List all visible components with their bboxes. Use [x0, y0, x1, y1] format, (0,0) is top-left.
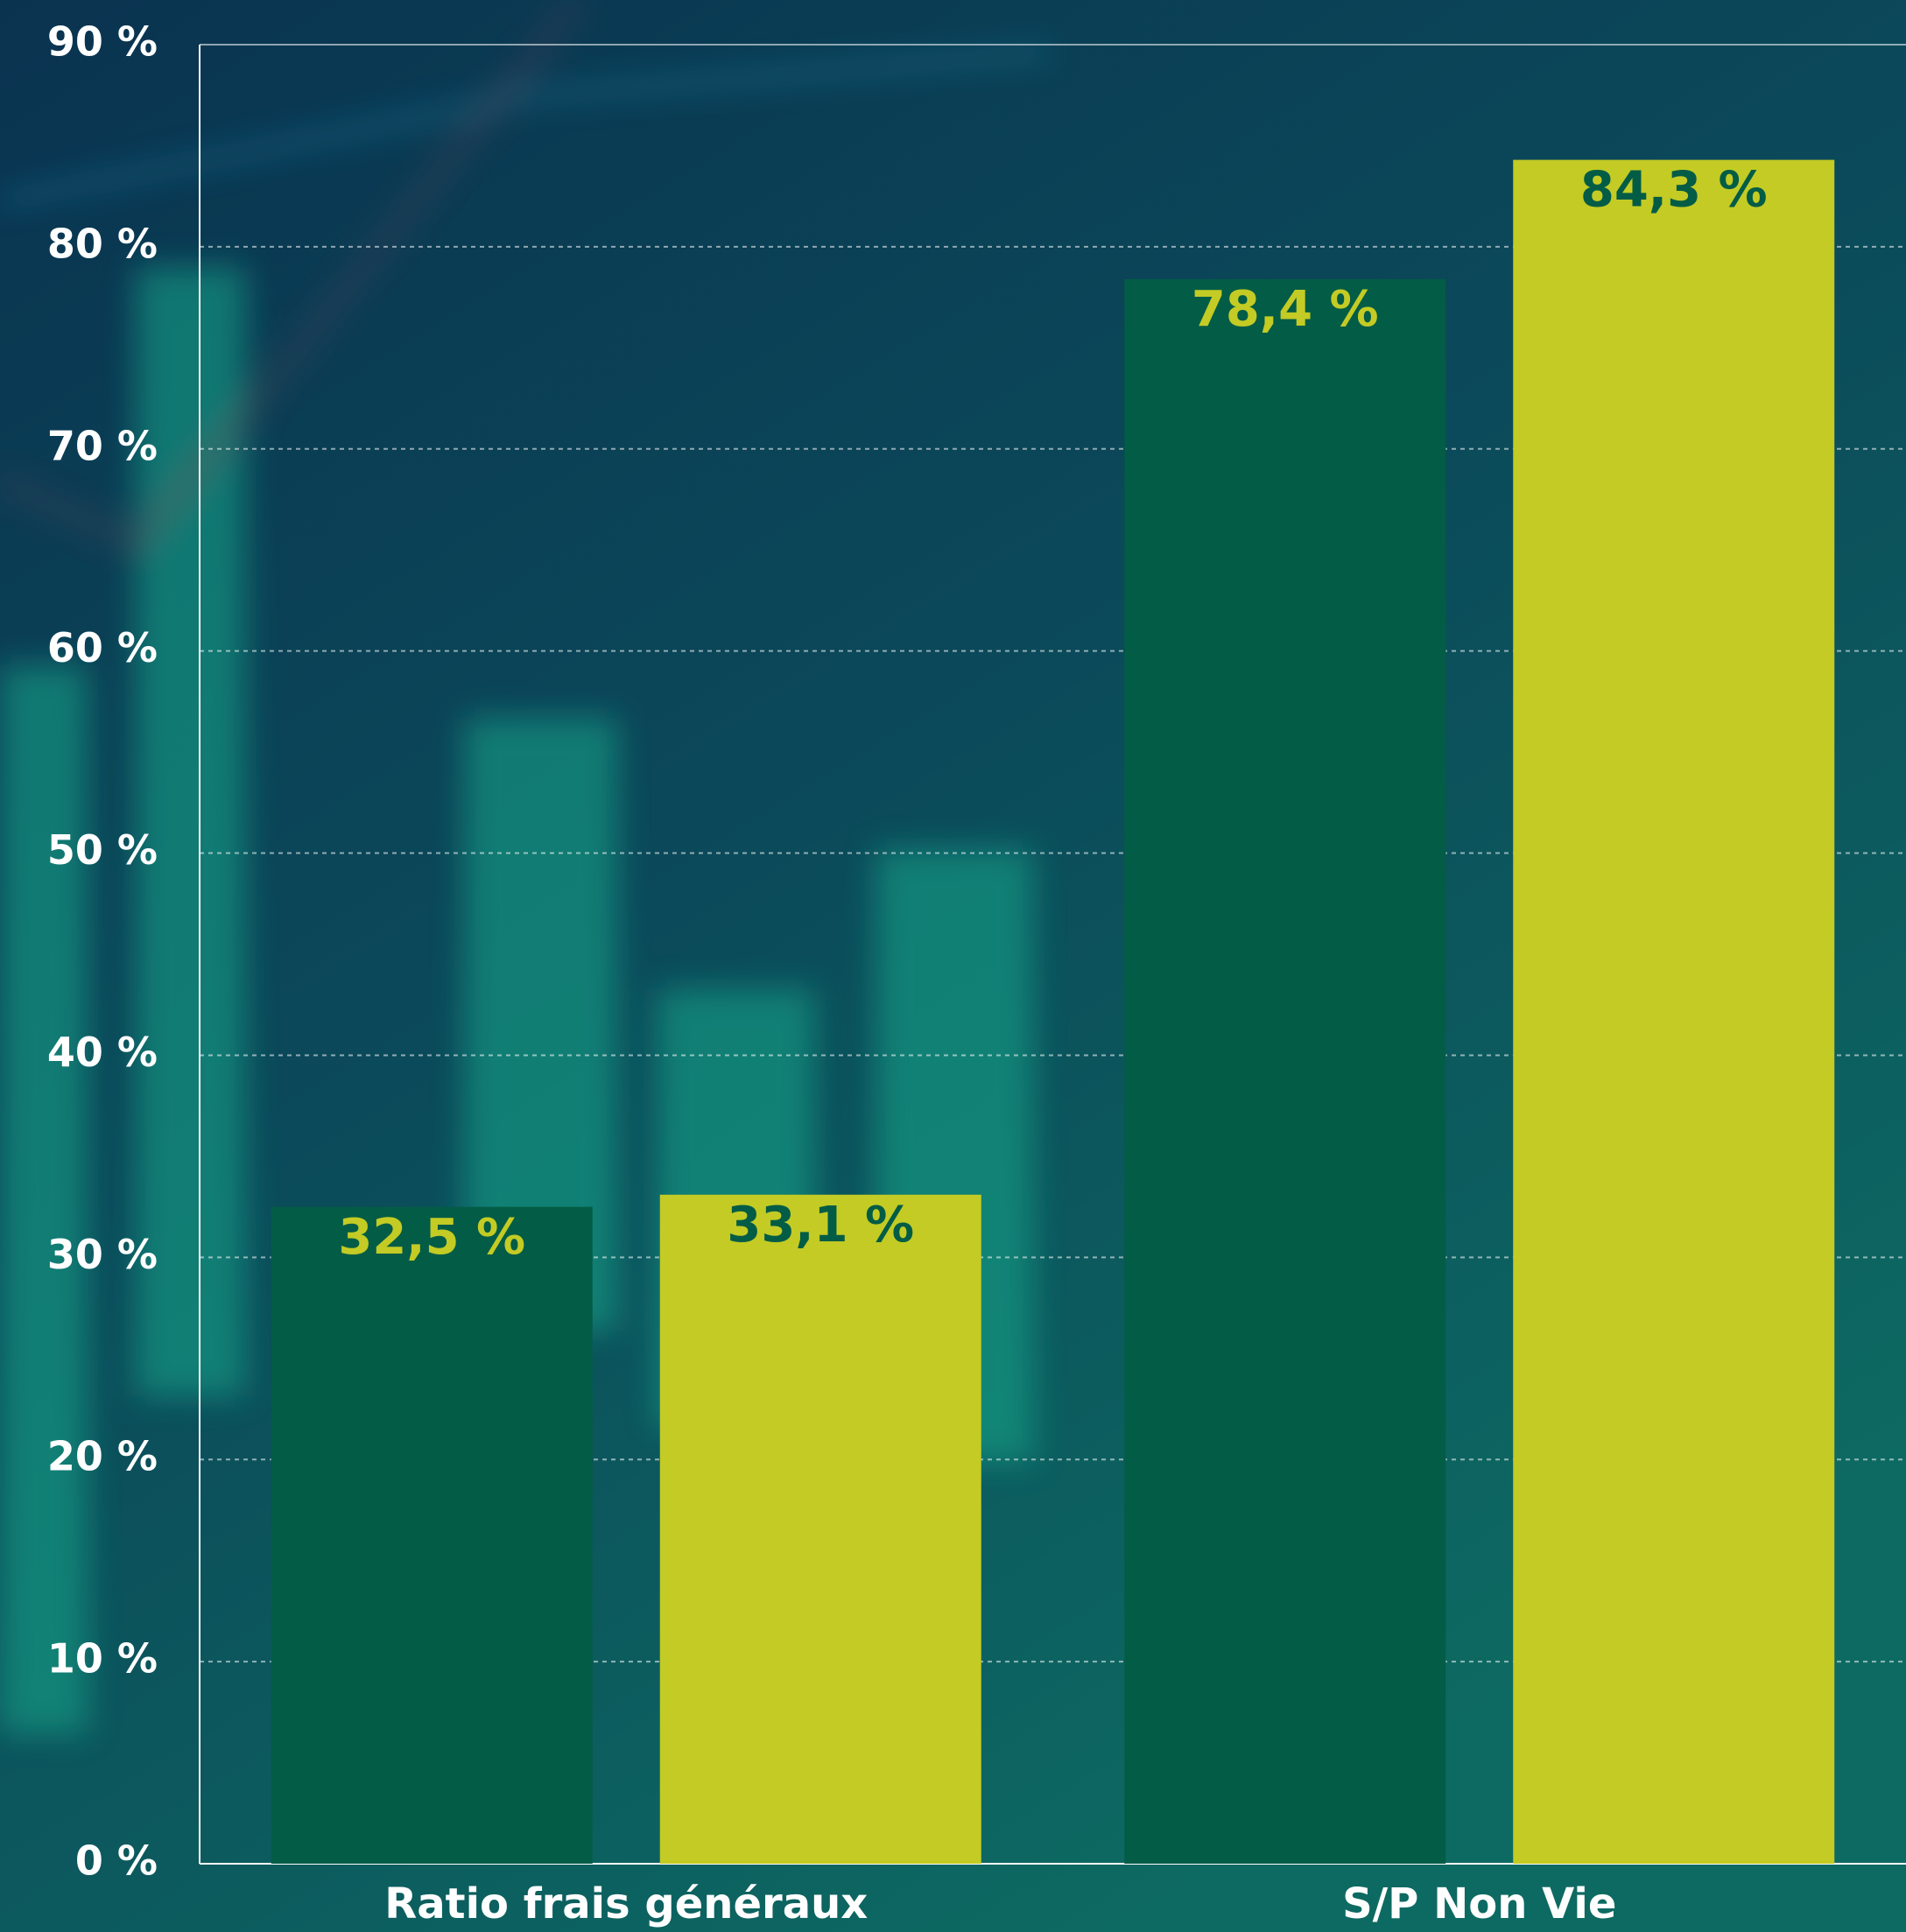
y-tick-label: 90 % [47, 18, 158, 66]
value-label: 32,5 % [338, 1209, 525, 1266]
y-tick-label: 10 % [47, 1635, 158, 1683]
value-label: 84,3 % [1580, 162, 1768, 219]
y-tick-label: 30 % [47, 1231, 158, 1278]
bar [1124, 278, 1446, 1865]
value-label: 33,1 % [727, 1197, 914, 1254]
bar [659, 1194, 981, 1864]
bar [271, 1206, 593, 1864]
y-tick-label: 50 % [47, 826, 158, 874]
y-tick-label: 70 % [47, 422, 158, 469]
x-tick-label: Ratio frais généraux [384, 1879, 868, 1928]
y-tick-label: 40 % [47, 1029, 158, 1076]
y-tick-label: 0 % [75, 1837, 158, 1885]
x-tick-label: S/P Non Vie [1342, 1879, 1616, 1928]
value-label: 78,4 % [1192, 281, 1379, 338]
y-tick-label: 20 % [47, 1433, 158, 1480]
y-tick-label: 80 % [47, 220, 158, 267]
y-tick-label: 60 % [47, 624, 158, 671]
bar [1513, 159, 1835, 1864]
